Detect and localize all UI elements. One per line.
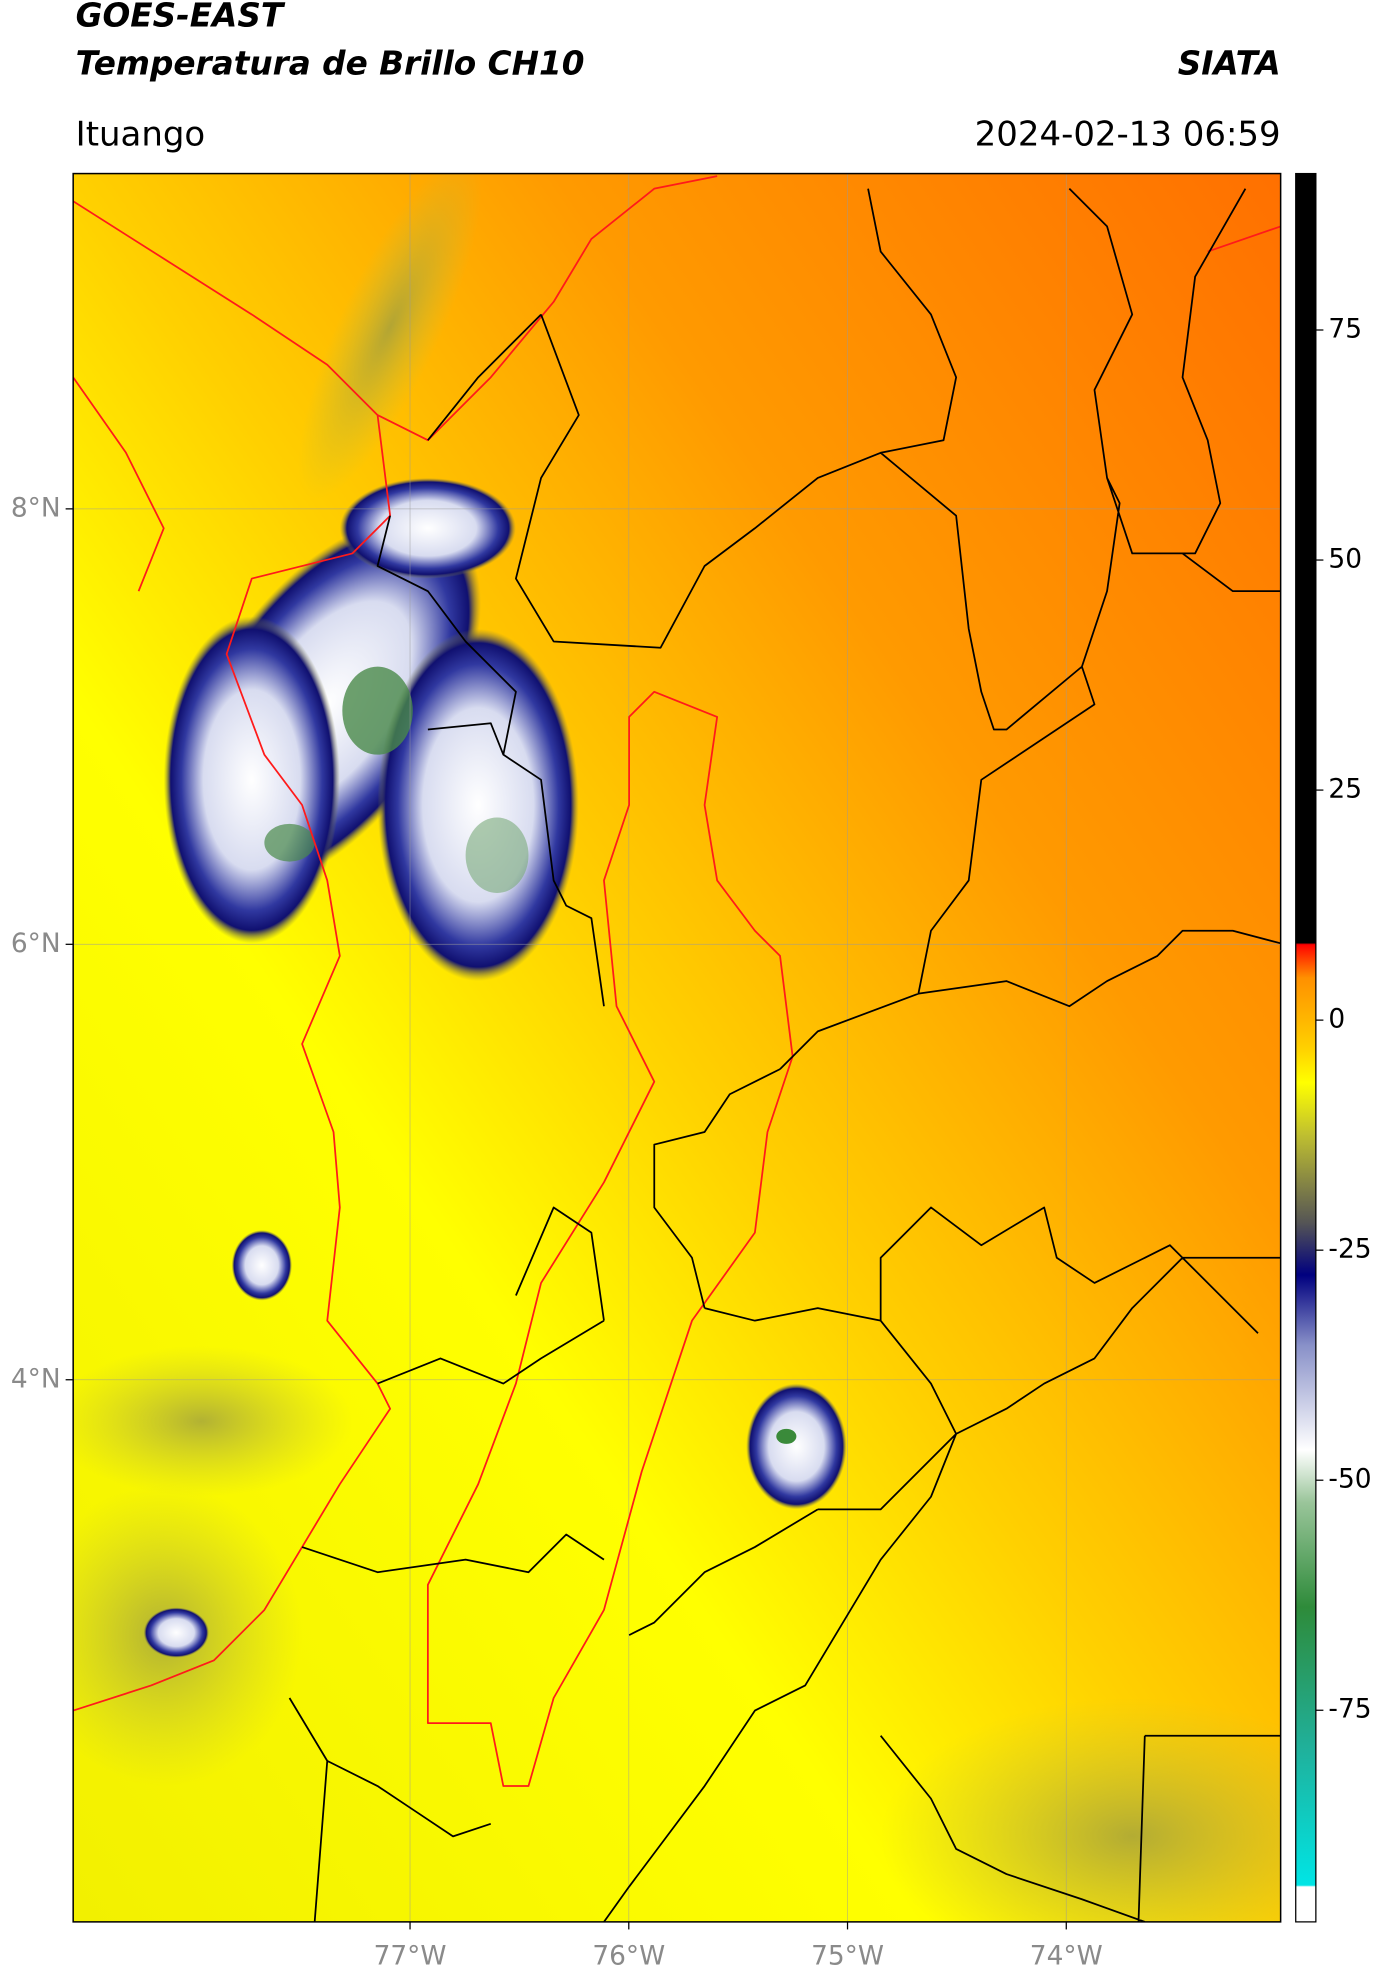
grid <box>73 173 1281 1922</box>
colorbar <box>1295 172 1317 1923</box>
haze <box>880 1698 1281 1922</box>
colorbar-tick-label: -50 <box>1328 1464 1371 1495</box>
x-tick-label: 74°W <box>1030 1941 1103 1972</box>
map <box>73 173 1281 1922</box>
haze <box>73 1345 353 1497</box>
x-tick-label: 76°W <box>592 1941 665 1972</box>
title: GOES-EAST <box>76 0 286 35</box>
storm <box>377 628 579 982</box>
x-tick-label: 75°W <box>811 1941 884 1972</box>
colorbar-tick-label: 75 <box>1328 314 1362 345</box>
ticks: 77°W 76°W 75°W 74°W 8°N 6°N 4°N 75 50 25 0 -25 -50 -7… <box>11 314 1372 1972</box>
x-tick-label: 77°W <box>374 1941 447 1972</box>
colorbar-tick-label: 50 <box>1328 544 1362 575</box>
colorbar-tick-label: 0 <box>1328 1004 1345 1035</box>
subtitle: Temperatura de Brillo CH10 <box>76 44 585 82</box>
y-tick-label: 6°N <box>11 928 61 959</box>
y-tick-label: 8°N <box>11 492 61 523</box>
brand: SIATA <box>1178 44 1281 82</box>
storm <box>163 616 340 944</box>
haze <box>298 173 482 500</box>
storm <box>143 1607 210 1658</box>
cold-core <box>264 823 315 862</box>
storm <box>746 1383 847 1510</box>
storm <box>339 477 516 579</box>
cold-core <box>465 817 529 894</box>
cold-core <box>776 1428 797 1444</box>
map-frame <box>72 172 1282 1923</box>
colorbar-tick-label: 25 <box>1328 774 1362 805</box>
y-tick-label: 4°N <box>11 1363 61 1394</box>
cold-core <box>342 666 413 755</box>
datetime: 2024-02-13 06:59 <box>975 114 1281 154</box>
colorbar-tick-label: -75 <box>1328 1694 1371 1725</box>
colorbar-tick-label: -25 <box>1328 1234 1371 1265</box>
storm <box>231 1230 293 1301</box>
location: Ituango <box>76 114 206 154</box>
